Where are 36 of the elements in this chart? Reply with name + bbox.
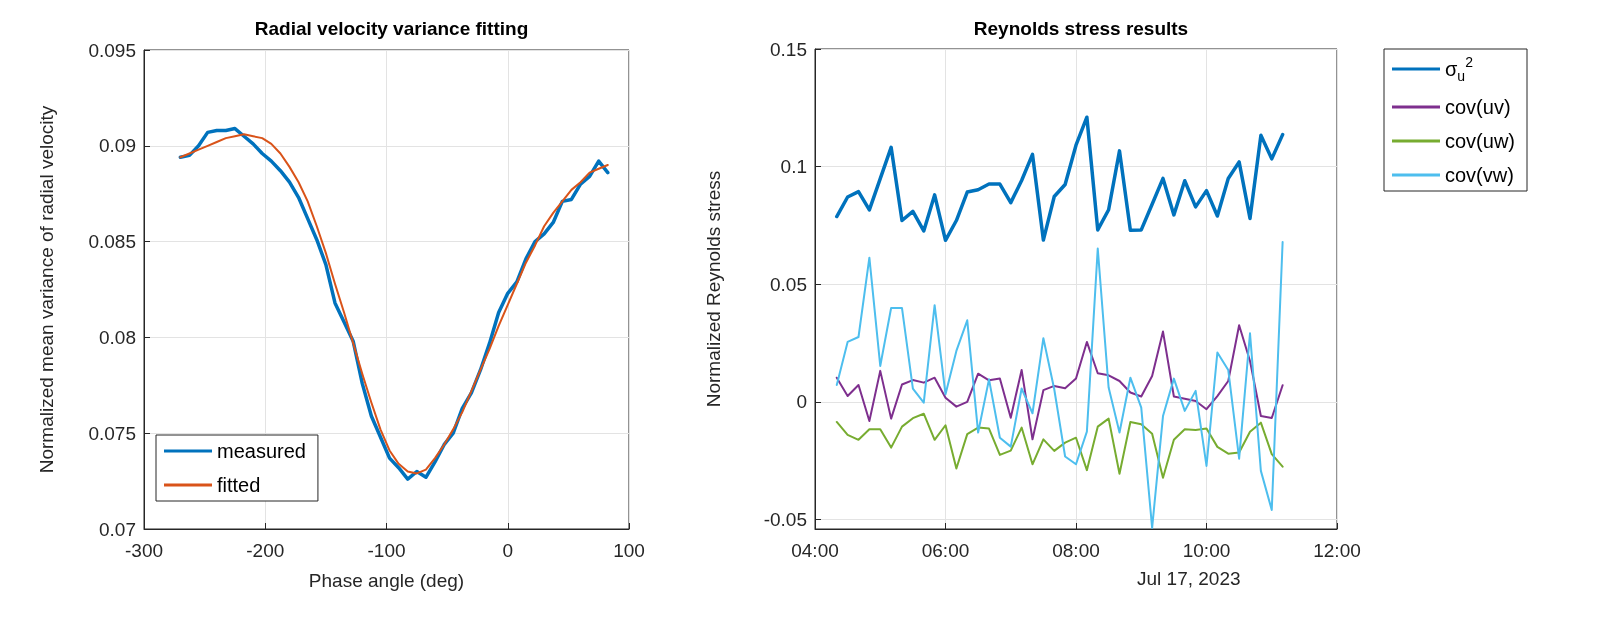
line-series bbox=[835, 240, 1284, 529]
line-series bbox=[835, 115, 1285, 243]
x-tick-label: 06:00 bbox=[921, 540, 970, 561]
y-tick-label: 0.09 bbox=[99, 135, 136, 157]
y-axis-title: Normalized Reynolds stress bbox=[703, 170, 724, 408]
legend-label: cov(uw) bbox=[1445, 130, 1516, 152]
x-tick-label: -200 bbox=[246, 540, 285, 561]
y-axis-title: Normalized mean variance of radial velocity bbox=[36, 105, 57, 474]
y-tick-label: 0.075 bbox=[88, 422, 136, 444]
x-tick-label: 100 bbox=[613, 540, 645, 561]
y-tick-label: 0 bbox=[796, 391, 807, 413]
legend-label: cov(uv) bbox=[1445, 96, 1511, 118]
y-tick-label: 0.1 bbox=[780, 156, 807, 178]
chart-title: Reynolds stress results bbox=[973, 18, 1189, 39]
x-tick-label: 04:00 bbox=[791, 540, 839, 561]
y-tick-label: 0.05 bbox=[770, 273, 807, 295]
legend-label: cov(vw) bbox=[1445, 164, 1514, 186]
y-tick-label: 0.07 bbox=[99, 518, 136, 540]
y-tick-label: -0.05 bbox=[763, 509, 807, 531]
line-series bbox=[835, 412, 1284, 479]
x-tick-label: -100 bbox=[367, 540, 406, 561]
line-series bbox=[835, 324, 1284, 441]
x-tick-label: 10:00 bbox=[1182, 540, 1231, 561]
x-tick-label: 08:00 bbox=[1052, 540, 1100, 561]
y-tick-label: 0.08 bbox=[99, 326, 136, 348]
text: Jul 17, 2023 bbox=[1137, 568, 1241, 589]
chart-title: Radial velocity variance fitting bbox=[254, 18, 529, 39]
x-tick-label: 12:00 bbox=[1313, 540, 1361, 561]
x-axis-title: Phase angle (deg) bbox=[308, 570, 465, 591]
y-tick-label: 0.15 bbox=[770, 38, 807, 60]
x-tick-label: 0 bbox=[502, 540, 514, 561]
y-tick-label: 0.095 bbox=[88, 39, 136, 61]
legend-label: fitted bbox=[217, 474, 261, 496]
x-tick-label: -300 bbox=[124, 540, 164, 561]
legend-label: measured bbox=[217, 440, 306, 462]
y-tick-label: 0.085 bbox=[88, 231, 136, 253]
